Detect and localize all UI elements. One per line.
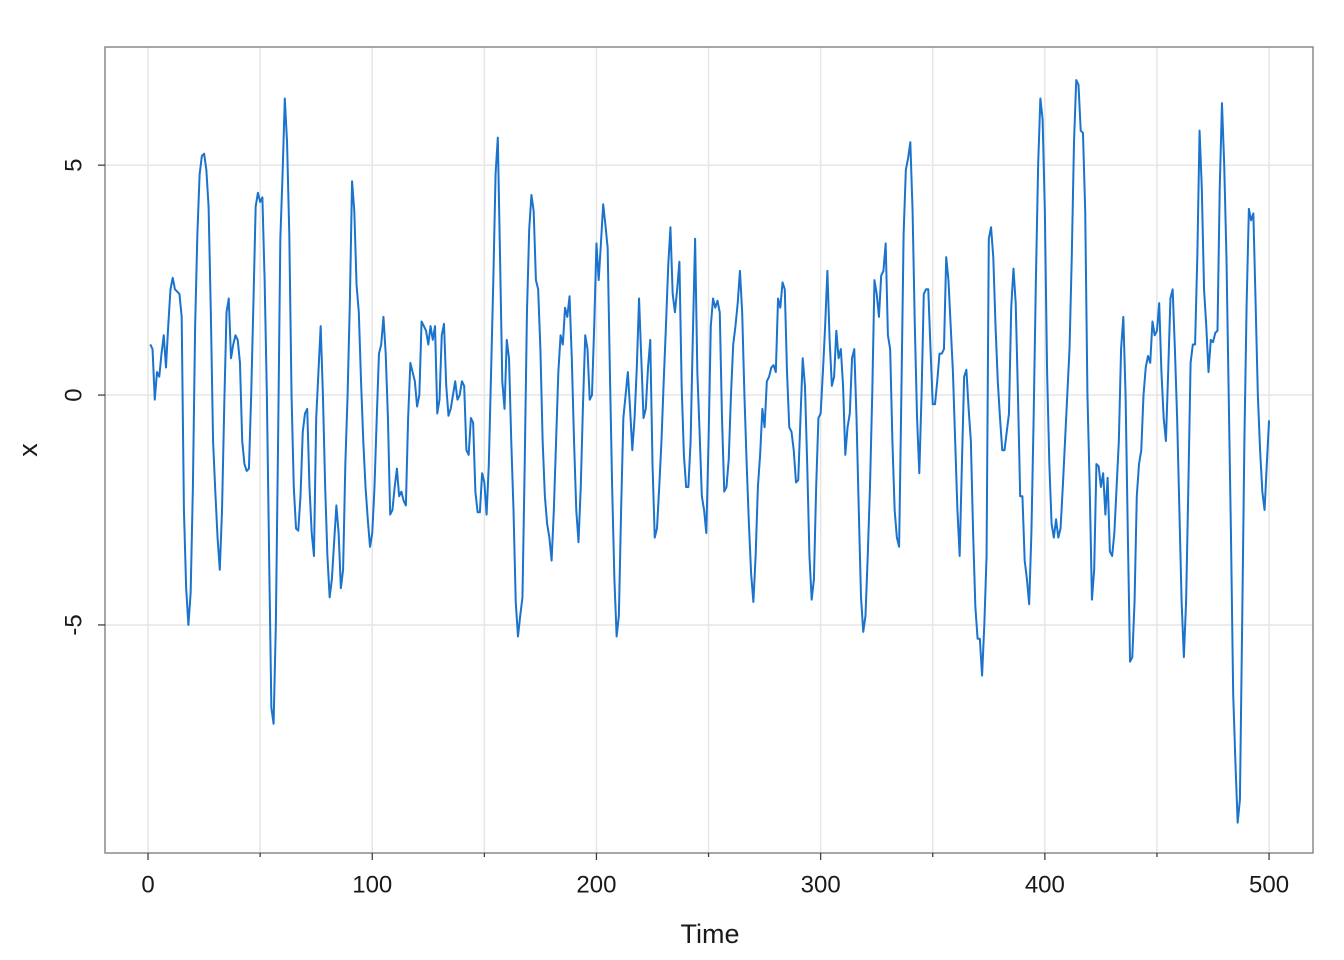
x-axis-title: Time <box>681 919 740 949</box>
y-tick-label: -5 <box>60 614 87 635</box>
x-tick-label: 300 <box>801 871 841 898</box>
x-tick-label: 200 <box>576 871 616 898</box>
y-tick-label: 0 <box>60 388 87 401</box>
x-tick-label: 0 <box>141 871 154 898</box>
x-tick-label: 100 <box>352 871 392 898</box>
series-line <box>149 79 1271 824</box>
x-tick-label: 400 <box>1025 871 1065 898</box>
y-tick-label: 5 <box>60 158 87 171</box>
y-axis-title: x <box>13 443 43 457</box>
x-tick-label: 500 <box>1249 871 1289 898</box>
